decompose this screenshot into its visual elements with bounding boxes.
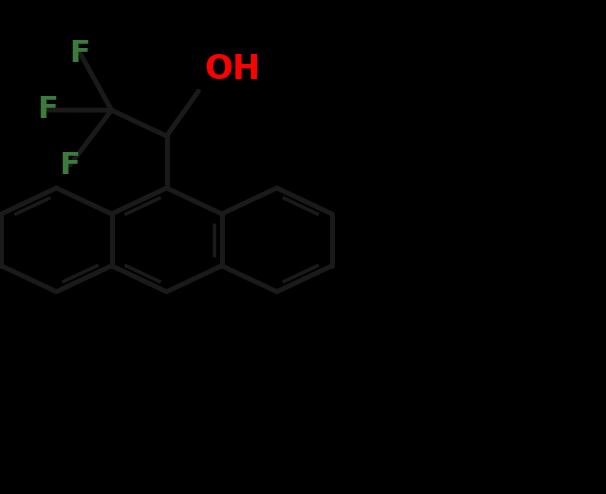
Text: F: F	[59, 151, 81, 179]
Text: F: F	[38, 95, 58, 124]
Text: F: F	[70, 39, 90, 68]
Text: OH: OH	[204, 53, 261, 86]
